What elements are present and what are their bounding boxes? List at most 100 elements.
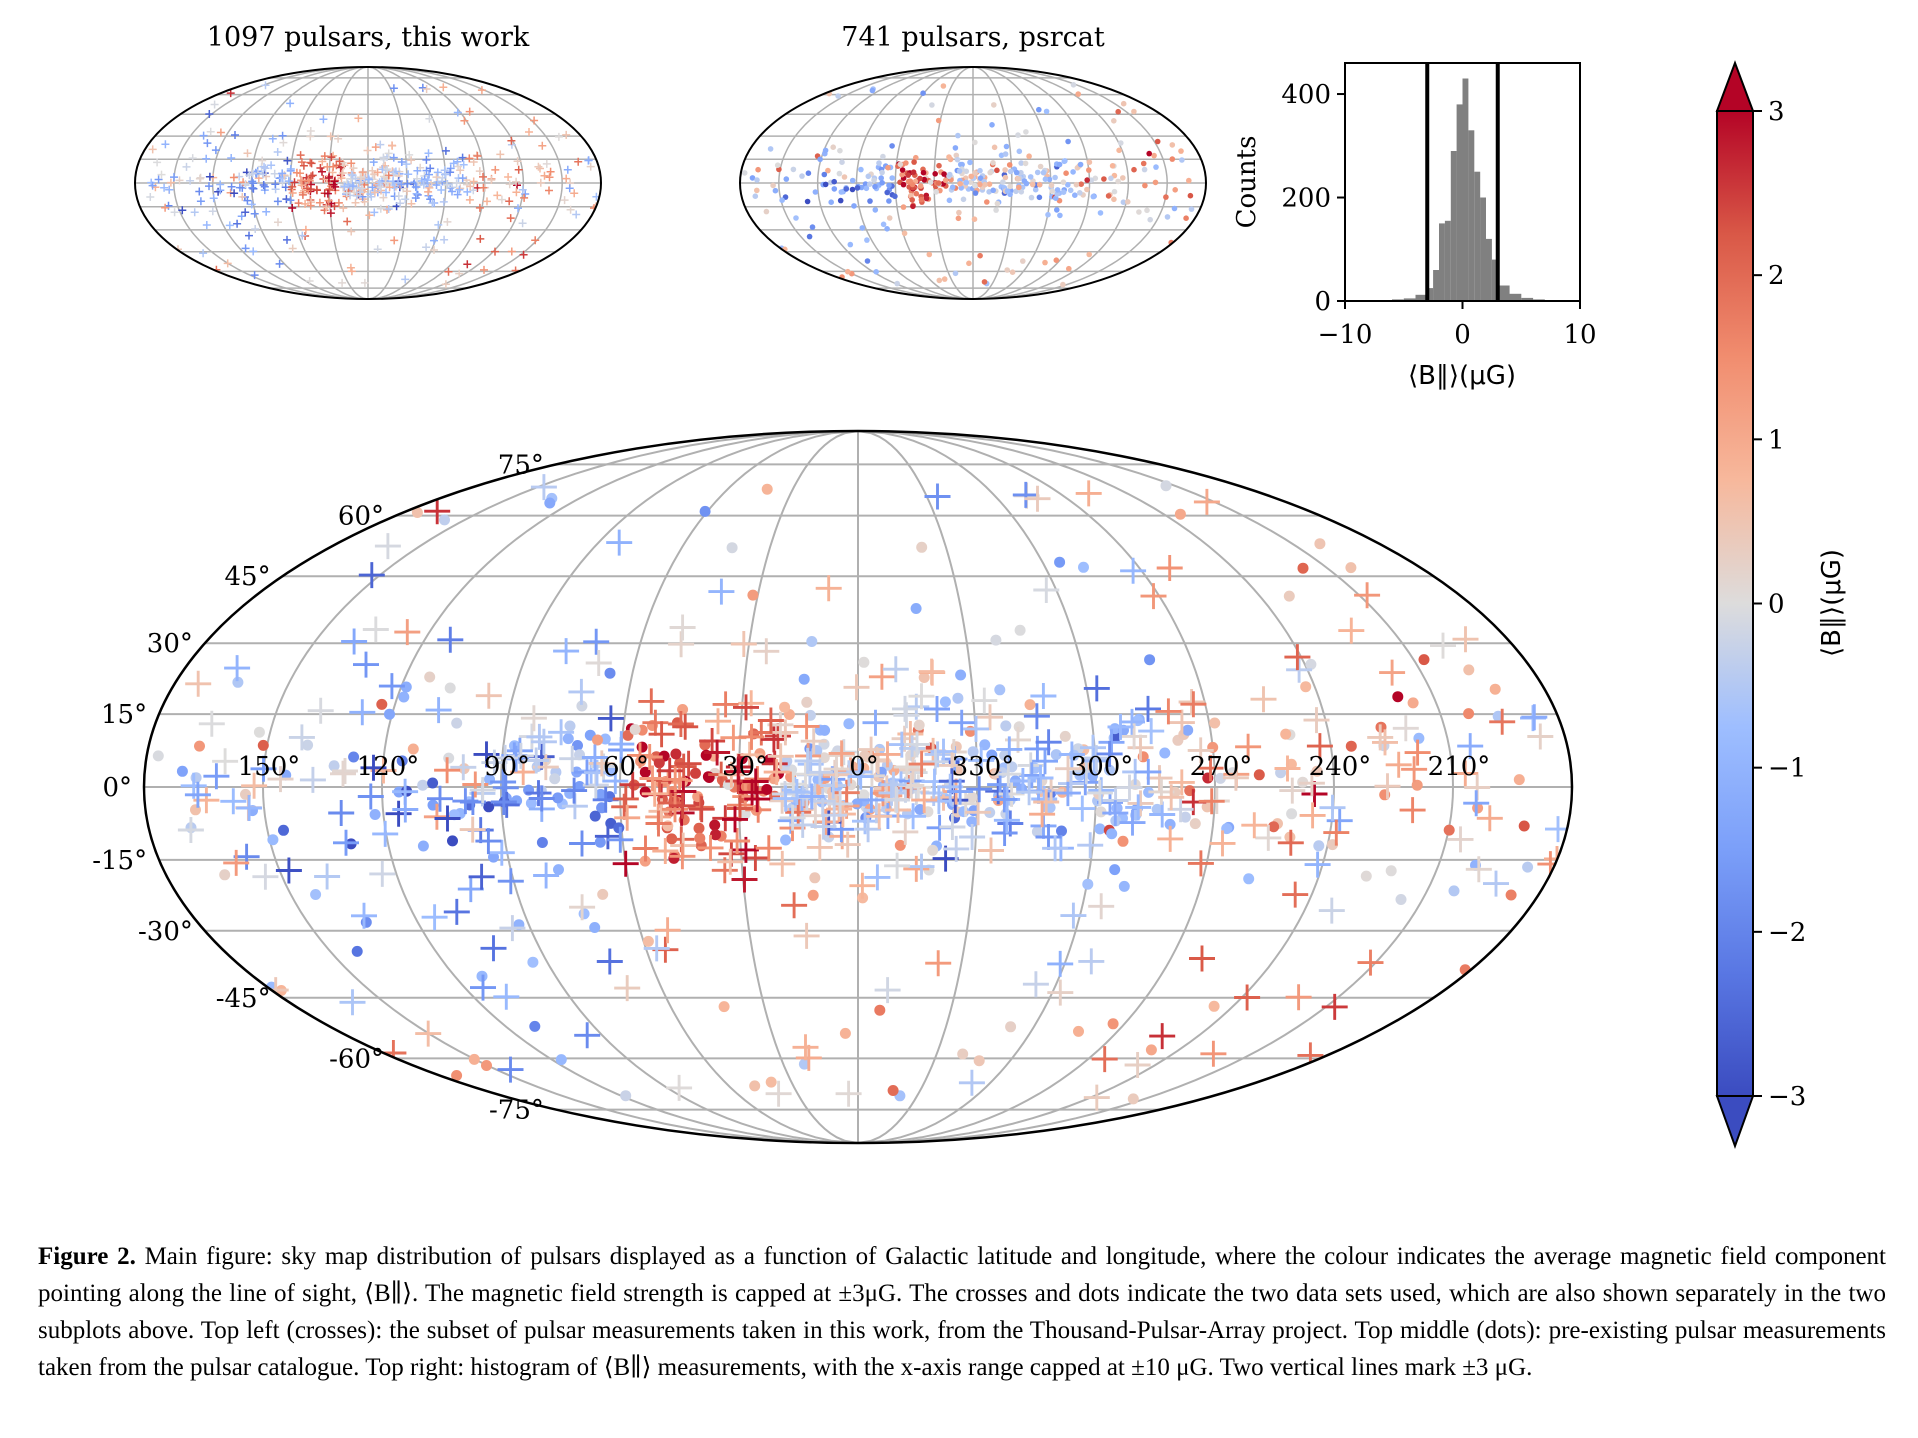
pulsar-cross — [1399, 797, 1426, 824]
pulsar-dot — [966, 260, 972, 267]
pulsar-cross — [469, 158, 478, 166]
pulsar-cross — [195, 174, 204, 183]
histogram-bar — [1468, 130, 1475, 301]
pulsar-cross — [643, 935, 670, 962]
grid-meridian — [972, 66, 1013, 300]
pulsar-dot — [880, 221, 887, 228]
pulsar-cross — [388, 141, 396, 150]
pulsar-cross — [428, 199, 437, 207]
pulsar-dot — [1018, 160, 1024, 166]
histogram-xlabel: ⟨B∥⟩(μG) — [1408, 361, 1516, 391]
histogram-bar — [1480, 197, 1486, 301]
pulsar-cross — [996, 736, 1023, 763]
pulsar-cross — [948, 709, 975, 736]
pulsar-dot — [1086, 251, 1092, 258]
pulsar-cross — [477, 86, 486, 95]
pulsar-cross — [341, 628, 368, 655]
pulsar-cross — [757, 707, 784, 734]
pulsar-dot — [972, 170, 978, 176]
pulsar-dot — [1077, 161, 1084, 168]
pulsar-dot — [935, 180, 942, 186]
pulsar-dot — [1054, 187, 1061, 193]
subplot-psrcat: 741 pulsars, psrcat — [739, 22, 1207, 300]
pulsar-dot — [481, 1060, 492, 1071]
lon-tick-label: 0° — [849, 752, 879, 782]
pulsar-cross — [1047, 950, 1074, 977]
pulsar-cross — [1367, 724, 1394, 751]
pulsar-cross — [185, 670, 212, 697]
pulsar-cross — [333, 829, 359, 856]
pulsar-dot — [920, 169, 927, 176]
pulsar-dot — [880, 153, 886, 160]
pulsar-cross — [947, 778, 974, 805]
pulsar-dot — [1015, 132, 1021, 138]
pulsar-cross — [488, 839, 515, 866]
main-points — [152, 474, 1571, 1111]
pulsar-cross — [513, 181, 521, 190]
pulsar-dot — [1066, 265, 1072, 272]
pulsar-cross — [1016, 779, 1043, 806]
pulsar-dot — [1286, 808, 1298, 820]
pulsar-cross — [507, 247, 516, 256]
pulsar-cross — [367, 192, 376, 201]
pulsar-cross — [267, 766, 294, 793]
pulsar-dot — [946, 197, 953, 204]
pulsar-dot — [1032, 186, 1039, 193]
pulsar-cross — [248, 169, 257, 178]
pulsar-cross — [1385, 751, 1412, 778]
pulsar-cross — [669, 614, 696, 641]
pulsar-cross — [258, 156, 267, 165]
pulsar-cross — [1119, 708, 1145, 735]
pulsar-cross — [328, 800, 355, 826]
pulsar-cross — [254, 174, 263, 183]
pulsar-cross — [444, 267, 453, 276]
pulsar-cross — [657, 789, 684, 816]
pulsar-dot — [589, 810, 601, 822]
pulsar-cross — [507, 136, 516, 145]
pulsar-cross — [1187, 850, 1214, 877]
pulsar-cross — [288, 189, 297, 197]
pulsar-dot — [849, 186, 856, 193]
pulsar-dot — [1118, 140, 1124, 146]
pulsar-dot — [1151, 803, 1163, 815]
pulsar-dot — [942, 177, 949, 184]
pulsar-cross — [241, 208, 250, 217]
pulsar-dot — [973, 1055, 985, 1067]
pulsar-cross — [487, 176, 496, 184]
pulsar-cross — [421, 904, 448, 931]
pulsar-dot — [936, 277, 943, 284]
pulsar-dot — [1021, 178, 1028, 184]
pulsar-cross — [504, 173, 513, 181]
pulsar-cross — [411, 194, 420, 202]
main-grid — [144, 430, 1572, 1144]
pulsar-cross — [966, 776, 993, 803]
pulsar-cross — [772, 719, 799, 746]
pulsar-dot — [994, 684, 1006, 696]
pulsar-cross — [1149, 801, 1176, 828]
pulsar-dot — [1014, 624, 1026, 636]
pulsar-dot — [1082, 878, 1094, 890]
pulsar-cross — [326, 209, 335, 218]
pulsar-cross — [1274, 755, 1301, 782]
pulsar-dot — [1115, 108, 1121, 115]
colorbar-tick-label: 0 — [1768, 590, 1785, 620]
pulsar-cross — [346, 263, 355, 272]
pulsar-cross — [161, 203, 170, 212]
pulsar-cross — [415, 1020, 442, 1047]
pulsar-cross — [798, 783, 825, 810]
pulsar-cross — [165, 185, 174, 194]
pulsar-cross — [727, 795, 753, 822]
grid-meridian — [380, 430, 859, 1144]
pulsar-cross — [401, 275, 410, 284]
pulsar-cross — [1234, 984, 1261, 1011]
pulsar-cross — [1209, 830, 1236, 857]
pulsar-dot — [967, 159, 973, 166]
pulsar-dot — [398, 691, 410, 703]
pulsar-cross — [283, 235, 291, 244]
pulsar-dot — [899, 167, 906, 173]
pulsar-cross — [294, 199, 303, 208]
pulsar-cross — [368, 183, 377, 192]
pulsar-cross — [262, 207, 271, 216]
pulsar-dot — [1120, 100, 1127, 107]
pulsar-dot — [451, 1070, 463, 1081]
